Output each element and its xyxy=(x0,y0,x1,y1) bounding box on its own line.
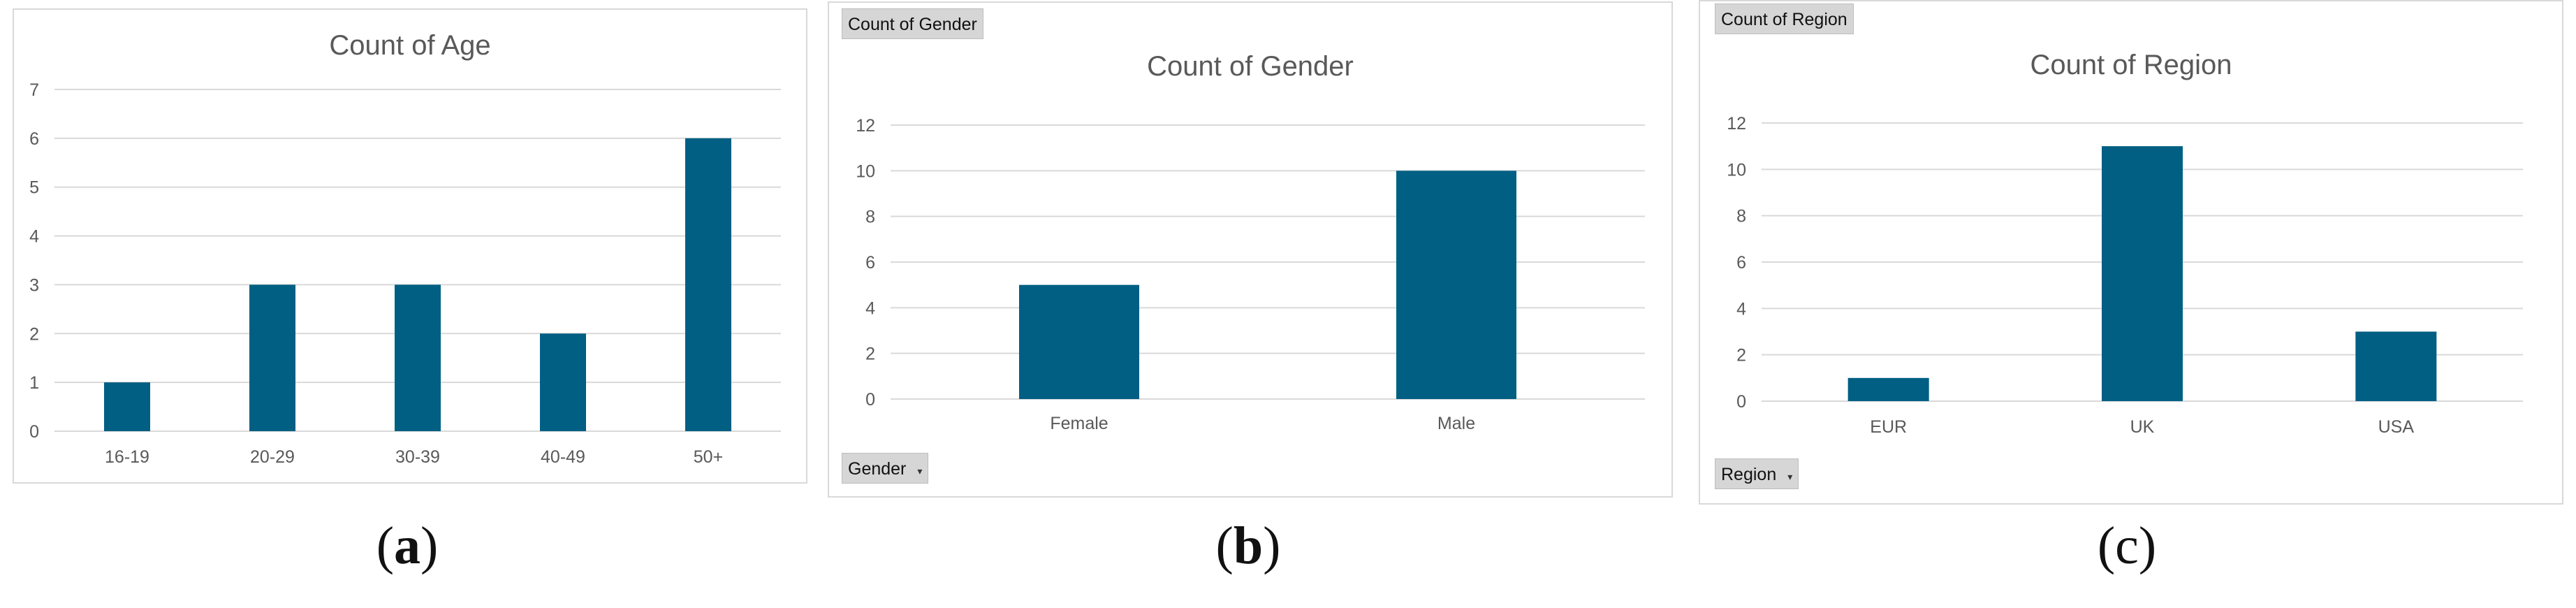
gender-chart: Count of Gender 0 2 4 6 8 10 12 Female Male xyxy=(856,51,1645,433)
chevron-down-icon[interactable]: ▾ xyxy=(917,465,923,477)
x-tick-label: 16-19 xyxy=(105,447,149,467)
bar-female[interactable] xyxy=(1019,284,1139,399)
y-tick-label: 10 xyxy=(1727,160,1746,180)
y-tick-label: 12 xyxy=(1727,114,1746,133)
y-tick-label: 6 xyxy=(1736,253,1746,273)
y-tick-label: 8 xyxy=(1736,207,1746,226)
chart-title: Count of Age xyxy=(329,30,490,61)
chart-title: Count of Gender xyxy=(1147,51,1354,82)
bar-50[interactable] xyxy=(685,138,731,431)
x-tick-label: USA xyxy=(2378,417,2415,437)
y-tick-label: 1 xyxy=(29,373,39,393)
axis-field-label: Gender xyxy=(848,459,907,479)
y-tick-label: 6 xyxy=(29,129,39,149)
x-tick-label: Male xyxy=(1437,414,1475,433)
bar-4049[interactable] xyxy=(540,333,586,431)
x-tick-label: 20-29 xyxy=(250,447,295,467)
y-tick-label: 8 xyxy=(865,208,875,227)
value-field-label: Count of Gender xyxy=(848,15,977,34)
y-tick-label: 7 xyxy=(29,80,39,100)
bar-eur[interactable] xyxy=(1847,377,1929,401)
axis-field-button-gender[interactable]: Gender ▾ xyxy=(842,453,929,484)
x-tick-label: 40-49 xyxy=(541,447,585,467)
caption-c: (c) xyxy=(2097,516,2157,575)
y-tick-label: 3 xyxy=(29,275,39,295)
bar-uk[interactable] xyxy=(2102,146,2183,401)
bar-usa[interactable] xyxy=(2355,331,2437,402)
x-tick-label: Female xyxy=(1050,414,1108,433)
chart-panel-gender xyxy=(828,1,1673,498)
y-tick-label: 4 xyxy=(1736,299,1746,319)
x-tick-label: 30-39 xyxy=(395,447,440,467)
bar-3039[interactable] xyxy=(395,284,441,431)
y-tick-label: 6 xyxy=(865,253,875,273)
caption-b: (b) xyxy=(1215,516,1281,575)
y-tick-label: 2 xyxy=(1736,346,1746,365)
y-tick-label: 2 xyxy=(865,345,875,364)
y-tick-label: 5 xyxy=(29,178,39,198)
chart-title: Count of Region xyxy=(2030,50,2232,80)
y-tick-label: 12 xyxy=(856,116,875,136)
age-chart: Count of Age 0 1 2 3 4 5 6 7 16-19 20-29 30-39 40-49… xyxy=(29,30,781,467)
bar-1619[interactable] xyxy=(104,382,150,431)
axis-field-button-region[interactable]: Region ▾ xyxy=(1715,458,1799,489)
value-field-button-region[interactable]: Count of Region xyxy=(1715,3,1854,34)
axis-field-label: Region xyxy=(1721,465,1777,484)
bar-2029[interactable] xyxy=(249,284,295,431)
y-tick-label: 0 xyxy=(1736,392,1746,412)
y-tick-label: 0 xyxy=(865,390,875,410)
y-tick-label: 2 xyxy=(29,324,39,344)
caption-a: (a) xyxy=(376,516,439,575)
y-tick-label: 10 xyxy=(856,161,875,181)
x-tick-label: UK xyxy=(2130,417,2155,437)
x-tick-label: EUR xyxy=(1870,417,1907,437)
value-field-label: Count of Region xyxy=(1721,10,1847,29)
bar-male[interactable] xyxy=(1396,171,1516,400)
y-tick-label: 4 xyxy=(29,227,39,247)
y-tick-label: 0 xyxy=(29,422,39,442)
chevron-down-icon[interactable]: ▾ xyxy=(1787,471,1793,482)
x-tick-label: 50+ xyxy=(694,447,723,467)
y-tick-label: 4 xyxy=(865,298,875,318)
region-chart: Count of Region 0 2 4 6 8 10 12 EUR UK USA xyxy=(1727,50,2523,437)
value-field-button-gender[interactable]: Count of Gender xyxy=(842,8,983,39)
